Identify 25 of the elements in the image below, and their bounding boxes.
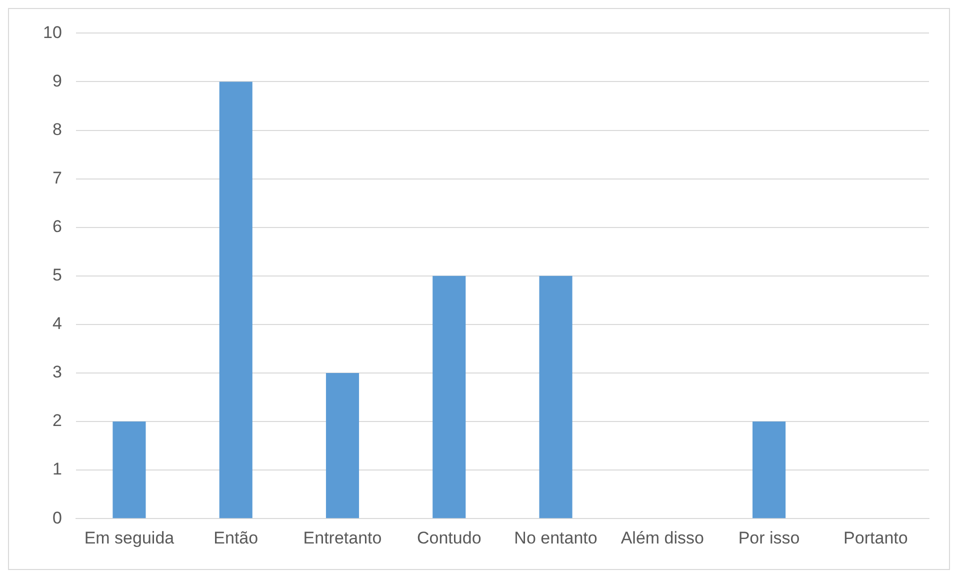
bar [219,82,252,518]
x-tick-label: Por isso [738,528,800,548]
bar [326,372,360,518]
bar [752,422,786,518]
y-tick-label: 0 [52,508,62,528]
y-tick-label: 3 [52,362,62,382]
y-tick-label: 4 [52,314,62,334]
x-tick-label: Contudo [416,528,482,548]
bar [539,276,572,518]
y-tick-label: 8 [52,120,62,139]
x-tick-label: No entanto [514,528,598,548]
x-tick-label: Portanto [844,528,908,548]
bar [112,422,146,518]
bar [432,276,466,518]
x-tick-label: Em seguida [84,528,175,548]
y-tick-label: 10 [42,22,62,42]
x-tick-label: Além disso [620,528,704,548]
x-tick-label: Então [214,528,258,548]
y-tick-label: 2 [52,411,62,430]
y-tick-label: 6 [52,217,62,236]
y-tick-label: 7 [52,168,62,188]
y-tick-label: 5 [52,266,62,285]
x-tick-label: Entretanto [303,528,382,548]
y-tick-label: 9 [52,71,62,90]
y-tick-label: 1 [52,460,62,479]
